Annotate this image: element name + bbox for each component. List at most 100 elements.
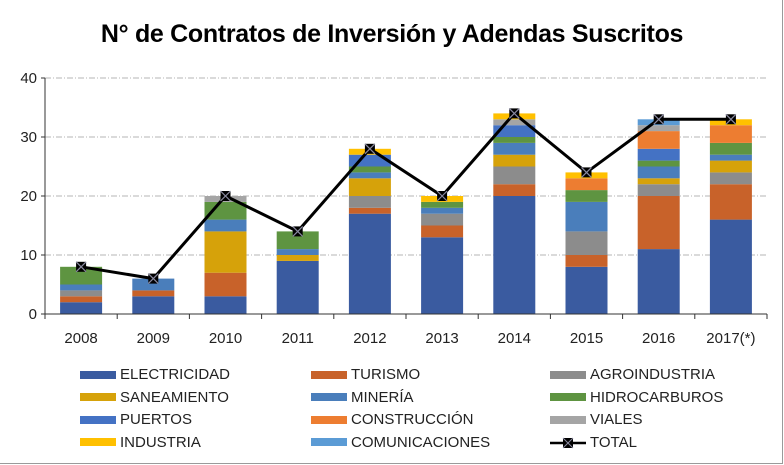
bar-segment-minería: [204, 219, 247, 232]
bar-segment-turismo: [565, 255, 608, 267]
x-tick-label: 2011: [282, 330, 314, 347]
bar-segment-puertos: [637, 148, 680, 161]
bar-segment-electricidad: [204, 296, 247, 314]
legend-swatch: [80, 393, 116, 401]
bar-segment-construcción: [565, 178, 608, 191]
legend-swatch: [311, 438, 347, 446]
bar-segment-minería: [421, 207, 464, 214]
total-marker: [725, 113, 737, 125]
legend-swatch: [80, 438, 116, 446]
bar-segment-minería: [60, 284, 103, 291]
legend-swatch: [80, 370, 116, 379]
bar-segment-agroindustria: [421, 213, 464, 226]
bar-segment-minería: [709, 154, 752, 161]
bar-segment-saneamiento: [276, 255, 319, 261]
bar-segment-minería: [493, 142, 536, 155]
legend-label: INDUSTRIA: [120, 433, 201, 451]
gridlines: [45, 77, 767, 256]
bar-segment-saneamiento: [709, 160, 752, 173]
legend-label: HIDROCARBUROS: [590, 388, 724, 406]
x-tick-label: 2013: [425, 330, 458, 347]
total-marker: [508, 107, 520, 119]
bar-segment-agroindustria: [60, 290, 103, 297]
bar-segment-puertos: [348, 154, 391, 167]
total-marker: [147, 273, 159, 285]
bar-segment-hidrocarburos: [493, 137, 536, 143]
bar-segment-turismo: [348, 207, 391, 214]
bar-segment-electricidad: [493, 196, 536, 314]
total-line-path: [80, 111, 731, 281]
bar-segment-electricidad: [421, 237, 464, 314]
bar-segment-electricidad: [709, 219, 752, 314]
marker-x: [220, 190, 231, 202]
legend-item-minería: MINERÍA: [311, 389, 414, 406]
legend-item-agroindustria: AGROINDUSTRIA: [550, 366, 715, 383]
bar-segment-hidrocarburos: [565, 190, 608, 202]
legend-swatch: [311, 393, 347, 401]
axes: [41, 77, 768, 319]
legend-line-marker-icon: [550, 436, 586, 449]
total-marker: [220, 190, 231, 202]
bar-segment-hidrocarburos: [276, 231, 319, 250]
bar-segment-agroindustria: [637, 184, 680, 196]
bar-segment-puertos: [493, 125, 536, 137]
legend-swatch: [80, 415, 116, 424]
bar-segment-minería: [565, 201, 608, 232]
legend-label: PUERTOS: [120, 411, 192, 428]
legend-item-comunicaciones: COMUNICACIONES: [311, 434, 490, 451]
legend-item-hidrocarburos: HIDROCARBUROS: [550, 389, 723, 406]
bar-segment-hidrocarburos: [348, 166, 391, 173]
bar-segment-agroindustria: [565, 231, 608, 255]
legend-label: AGROINDUSTRIA: [590, 366, 716, 383]
bar-segment-turismo: [60, 296, 103, 303]
marker-x: [292, 225, 304, 237]
bar-segment-electricidad: [348, 213, 391, 314]
legend-label: TOTAL: [590, 433, 637, 451]
bar-segment-minería: [637, 166, 680, 179]
bar-segment-viales: [493, 119, 536, 126]
bar-segment-turismo: [493, 184, 536, 196]
x-tick-label: 2014: [498, 330, 531, 347]
bar-segment-agroindustria: [348, 196, 391, 208]
bar-segment-minería: [276, 249, 319, 255]
legend-swatch: [550, 415, 586, 424]
legend-item-viales: VIALES: [550, 411, 643, 428]
x-tick-labels: 2008 2009 2010 2011 2012 2013 2014 2015 2016 2017…: [64, 330, 755, 347]
x-tick-label: 2012: [353, 330, 386, 347]
total-marker: [653, 113, 665, 125]
bar-segment-saneamiento: [204, 231, 247, 273]
legend-swatch: [311, 370, 347, 379]
bar-segment-agroindustria: [493, 166, 536, 185]
legend-swatch: [550, 370, 586, 379]
legend-swatch: [550, 393, 586, 401]
x-tick-label: 2016: [642, 330, 675, 347]
bar-segment-electricidad: [637, 249, 680, 314]
marker-x: [508, 107, 520, 119]
bar-segment-turismo: [204, 272, 247, 297]
bar-segment-hidrocarburos: [60, 266, 103, 285]
marker-x: [653, 113, 665, 125]
legend-label: ELECTRICIDAD: [120, 366, 231, 383]
legend-label: CONSTRUCCIÓN: [351, 411, 474, 428]
legend-item-saneamiento: SANEAMIENTO: [80, 389, 229, 406]
bar-segment-minería: [132, 278, 175, 291]
bar-segment-minería: [348, 172, 391, 179]
total-line: [75, 107, 737, 285]
legend-item-industria: INDUSTRIA: [80, 434, 201, 451]
y-tick-label: 10: [20, 247, 37, 264]
legend-label: COMUNICACIONES: [351, 433, 491, 451]
bar-segment-turismo: [132, 290, 175, 297]
bar-segment-electricidad: [276, 260, 319, 314]
marker-x: [725, 113, 737, 125]
y-tick-label: 40: [20, 70, 37, 87]
bar-segment-hidrocarburos: [637, 160, 680, 167]
y-tick-label: 30: [20, 129, 37, 146]
marker-x: [364, 143, 376, 155]
bar-segment-agroindustria: [709, 172, 752, 185]
legend-swatch: [311, 415, 347, 424]
marker-x: [581, 166, 592, 178]
bar-segment-electricidad: [565, 266, 608, 314]
bar-segment-turismo: [709, 184, 752, 220]
